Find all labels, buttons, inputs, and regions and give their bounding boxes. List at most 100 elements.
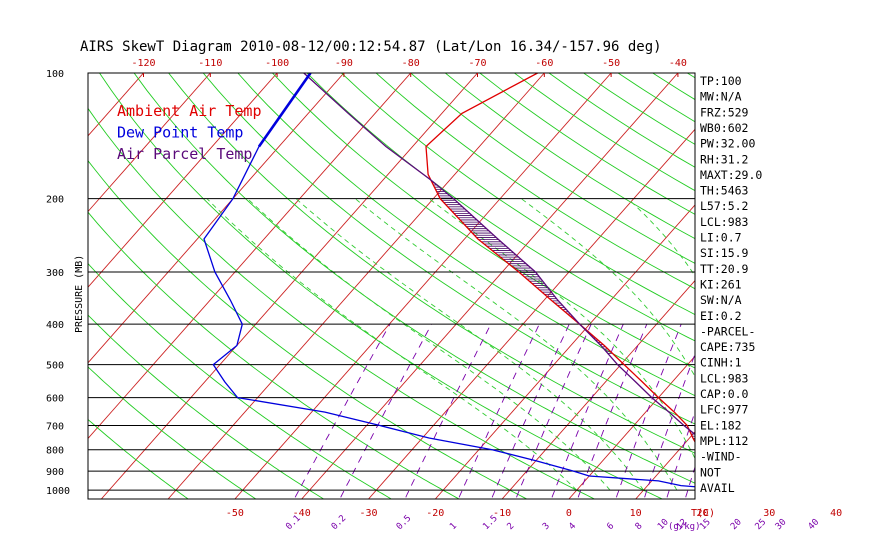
dry-adiabat-line — [272, 73, 695, 369]
mixing-ratio-label: 30 — [774, 517, 789, 532]
top-temp-tick-label: -110 — [198, 58, 222, 69]
top-temp-tick-label: -70 — [468, 58, 486, 69]
dry-adiabat-line — [237, 73, 695, 397]
mixing-ratio-line — [577, 324, 648, 498]
index-item: L57:5.2 — [700, 199, 748, 213]
bottom-temp-tick-label: 30 — [763, 508, 775, 519]
mixing-ratio-line — [458, 324, 540, 498]
dry-adiabat-line — [88, 366, 257, 499]
bottom-temp-tick-label: 10 — [630, 508, 642, 519]
index-item: CAPE:735 — [700, 340, 755, 354]
dry-adiabat-line — [133, 73, 695, 484]
mixing-ratio-line — [340, 323, 432, 498]
y-tick-label: 800 — [46, 446, 64, 457]
index-item: MW:N/A — [700, 90, 742, 104]
y-tick-label: 100 — [46, 69, 64, 80]
bottom-temp-tick-label: 20 — [696, 508, 708, 519]
y-tick-label: 500 — [46, 361, 64, 372]
y-tick-label: 400 — [46, 320, 64, 331]
isotherm-line — [167, 73, 545, 499]
moist-adiabat-line — [805, 199, 844, 491]
index-item: MAXT:29.0 — [700, 168, 762, 182]
isobar-lines — [88, 198, 695, 491]
index-item: EI:0.2 — [700, 309, 742, 323]
index-item: SW:N/A — [700, 293, 742, 307]
moist-adiabat-line — [354, 198, 678, 491]
dry-adiabat-line — [306, 73, 695, 342]
mixing-ratio-unit: (g/kg) — [668, 522, 701, 532]
dry-adiabat-line — [88, 418, 189, 499]
mixing-ratio-line — [615, 324, 682, 498]
plot-frame — [87, 72, 696, 500]
mixing-ratio-line — [294, 323, 391, 498]
index-item: MPL:112 — [700, 434, 748, 448]
dry-adiabat-line — [410, 73, 695, 264]
legend-entry: Air Parcel Temp — [117, 145, 252, 163]
y-tick-label: 600 — [46, 394, 64, 405]
isotherm-line — [88, 73, 345, 364]
top-temp-tick-label: -50 — [602, 58, 620, 69]
mixing-ratio-line — [405, 323, 492, 498]
dry-adiabat-line — [652, 73, 695, 101]
legend-entry: Ambient Air Temp — [117, 102, 262, 120]
chart-title: AIRS SkewT Diagram 2010-08-12/00:12:54.8… — [80, 39, 662, 55]
index-item: LFC:977 — [700, 403, 749, 417]
index-item: TH:5463 — [700, 184, 749, 198]
y-tick-label: 200 — [46, 195, 64, 206]
legend-entry: Dew Point Temp — [117, 124, 243, 142]
bottom-temp-tick-label: -30 — [359, 508, 377, 519]
isotherm-line — [0, 73, 10, 499]
dry-adiabat-line — [341, 73, 695, 316]
dry-adiabat-line — [202, 73, 695, 425]
background-grid — [0, 73, 870, 499]
top-temp-tick-label: -100 — [265, 58, 289, 69]
mixing-ratio-label: 4 — [567, 521, 578, 532]
mixing-ratio-line — [818, 324, 861, 497]
mixing-ratio-label: 8 — [634, 521, 645, 532]
mixing-ratio-line — [785, 324, 832, 497]
top-temp-tick-label: -120 — [131, 58, 155, 69]
axes: 1002003004005006007008009001000PRESSURE … — [46, 58, 842, 532]
index-item: SI:15.9 — [700, 246, 749, 260]
mixing-ratio-label: 6 — [605, 521, 616, 532]
isotherm-line — [769, 73, 870, 499]
mixing-ratio-label: 25 — [754, 517, 769, 532]
index-item: LCL:983 — [700, 215, 749, 229]
mixing-ratio-line — [666, 410, 695, 498]
bottom-temp-tick-label: -10 — [493, 508, 511, 519]
temp-unit-label: T(C) — [691, 508, 715, 519]
y-tick-label: 700 — [46, 422, 64, 433]
index-item: LI:0.7 — [700, 231, 742, 245]
index-item: CINH:1 — [700, 356, 742, 370]
dry-adiabat-line — [168, 73, 695, 454]
mixing-ratio-line — [644, 352, 695, 498]
isotherm-line — [88, 73, 211, 213]
index-item: FRZ:529 — [700, 105, 749, 119]
index-item: KI:261 — [700, 277, 742, 291]
top-temp-tick-label: -60 — [535, 58, 553, 69]
isotherm-line — [501, 279, 695, 499]
moist-adiabat-line — [428, 198, 695, 460]
dry-adiabat-line — [375, 73, 695, 290]
isotherm-line — [0, 73, 77, 499]
mixing-ratio-label: 3 — [541, 521, 552, 532]
sounding-series — [203, 73, 695, 488]
isotherm-line — [434, 204, 695, 499]
index-item: LCL:983 — [700, 371, 749, 385]
isotherm-line — [368, 128, 695, 499]
dry-adiabat-line — [88, 314, 324, 499]
ambient-temp-line — [425, 73, 695, 444]
index-item: TT:20.9 — [700, 262, 749, 276]
dry-adiabat-line — [88, 211, 460, 499]
index-item: EL:182 — [700, 418, 742, 432]
mixing-ratio-line — [765, 324, 814, 497]
mixing-ratio-label: 20 — [729, 517, 744, 532]
bottom-temp-tick-label: -20 — [426, 508, 444, 519]
index-item: RH:31.2 — [700, 152, 748, 166]
cape-hatching — [431, 180, 695, 441]
mixing-ratio-label: 1 — [448, 521, 459, 532]
mixing-ratio-line — [551, 324, 624, 498]
y-tick-label: 300 — [46, 268, 64, 279]
